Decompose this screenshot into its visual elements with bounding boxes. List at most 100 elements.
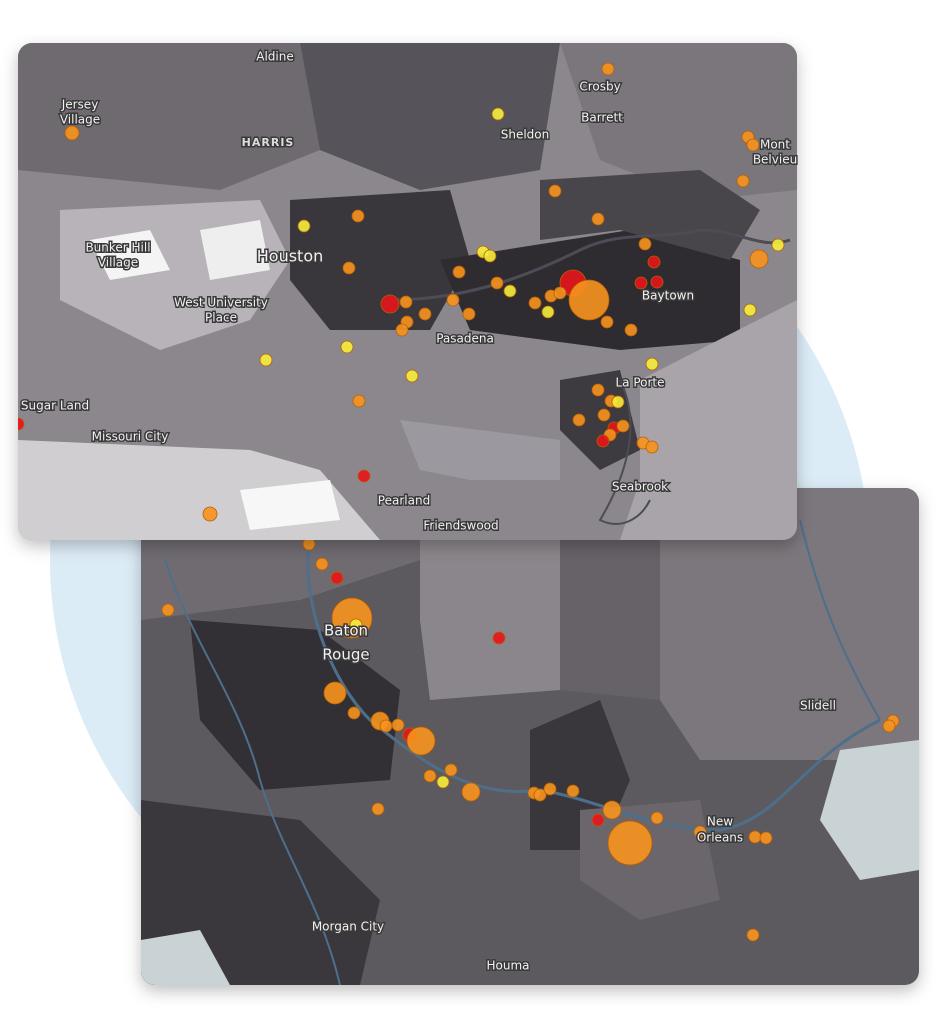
map-point: [503, 284, 517, 298]
place-label: Jersey: [61, 98, 99, 112]
map-point: [650, 811, 664, 825]
place-label: Aldine: [256, 50, 293, 64]
map-point: [452, 265, 466, 279]
map-point: [572, 413, 586, 427]
region: [90, 230, 170, 280]
place-labels: Baton Rouge Slidell New Orleans Morgan C…: [310, 620, 837, 974]
map-point: [379, 719, 393, 733]
map-point: [371, 802, 385, 816]
region: [290, 190, 470, 330]
map-point: [759, 831, 773, 845]
map-point: [591, 383, 605, 397]
place-label: Sugar Land: [21, 399, 89, 413]
map-features: [18, 43, 797, 540]
region: [200, 220, 270, 280]
map-point: [352, 394, 366, 408]
place-label: Rouge: [322, 646, 369, 664]
map-point: [602, 800, 622, 820]
map-point: [596, 434, 610, 448]
place-label: Missouri City: [92, 430, 169, 444]
map-point: [323, 681, 347, 705]
map-point: [528, 296, 542, 310]
county-label: HARRIS: [242, 136, 295, 149]
map-point: [541, 305, 555, 319]
place-label: Orleans: [697, 831, 743, 845]
map-point: [624, 323, 638, 337]
map-point: [600, 315, 614, 329]
map-point: [391, 718, 405, 732]
place-label: New: [707, 815, 733, 829]
map-point: [64, 125, 80, 141]
map-point: [330, 571, 344, 585]
map-point: [533, 788, 547, 802]
map-point: [399, 295, 413, 309]
map-point: [597, 408, 611, 422]
water: [820, 740, 919, 880]
map-point: [315, 557, 329, 571]
water: [141, 930, 230, 985]
shoreline: [598, 379, 651, 525]
river: [799, 519, 881, 721]
map-point: [748, 830, 762, 844]
region: [560, 43, 797, 200]
points: [161, 537, 900, 942]
map-point: [607, 820, 653, 866]
map-point: [650, 275, 664, 289]
map-point: [645, 440, 659, 454]
map-point: [202, 506, 218, 522]
place-label: West University: [174, 296, 268, 310]
place-label: Friendswood: [423, 519, 498, 533]
map-point: [297, 219, 311, 233]
region: [560, 370, 640, 470]
region: [420, 540, 560, 700]
map-point: [611, 395, 625, 409]
map-point: [331, 597, 373, 639]
map-point: [736, 174, 750, 188]
region: [300, 43, 560, 190]
map-point: [616, 419, 630, 433]
place-label: Baton: [324, 622, 368, 640]
map-point: [342, 261, 356, 275]
map-point: [693, 825, 707, 839]
map-point: [746, 138, 760, 152]
map-point: [18, 417, 25, 431]
map-point: [436, 775, 450, 789]
region: [540, 170, 760, 260]
place-label: Place: [205, 311, 237, 325]
map-point: [492, 631, 506, 645]
place-label: La Porte: [615, 376, 664, 390]
region: [240, 480, 340, 530]
place-label: Houston: [257, 247, 324, 266]
map-point: [553, 286, 567, 300]
map-point: [543, 782, 557, 796]
place-label: Pasadena: [436, 332, 494, 346]
place-label: Village: [98, 256, 138, 270]
place-label: Mont: [760, 138, 790, 152]
place-label: Barrett: [581, 111, 623, 125]
region: [190, 620, 400, 790]
map-point: [349, 618, 363, 632]
map-point: [351, 209, 365, 223]
map-point: [446, 293, 460, 307]
map-point: [591, 813, 605, 827]
map-point: [347, 706, 361, 720]
place-label: Morgan City: [312, 920, 384, 934]
map-point: [566, 784, 580, 798]
place-label: Bunker Hill: [85, 241, 150, 255]
map-point: [746, 928, 760, 942]
map-point: [638, 237, 652, 251]
map-point: [418, 307, 432, 321]
map-point: [749, 249, 769, 269]
map-point: [645, 357, 659, 371]
map-features: [141, 488, 919, 985]
map-point: [568, 279, 610, 321]
map-point: [461, 782, 481, 802]
place-labels: Aldine Jersey Village Crosby Barrett She…: [19, 48, 798, 534]
region: [400, 420, 560, 480]
map-point: [743, 303, 757, 317]
map-point: [406, 726, 436, 756]
region: [660, 488, 919, 760]
map-point: [882, 719, 896, 733]
